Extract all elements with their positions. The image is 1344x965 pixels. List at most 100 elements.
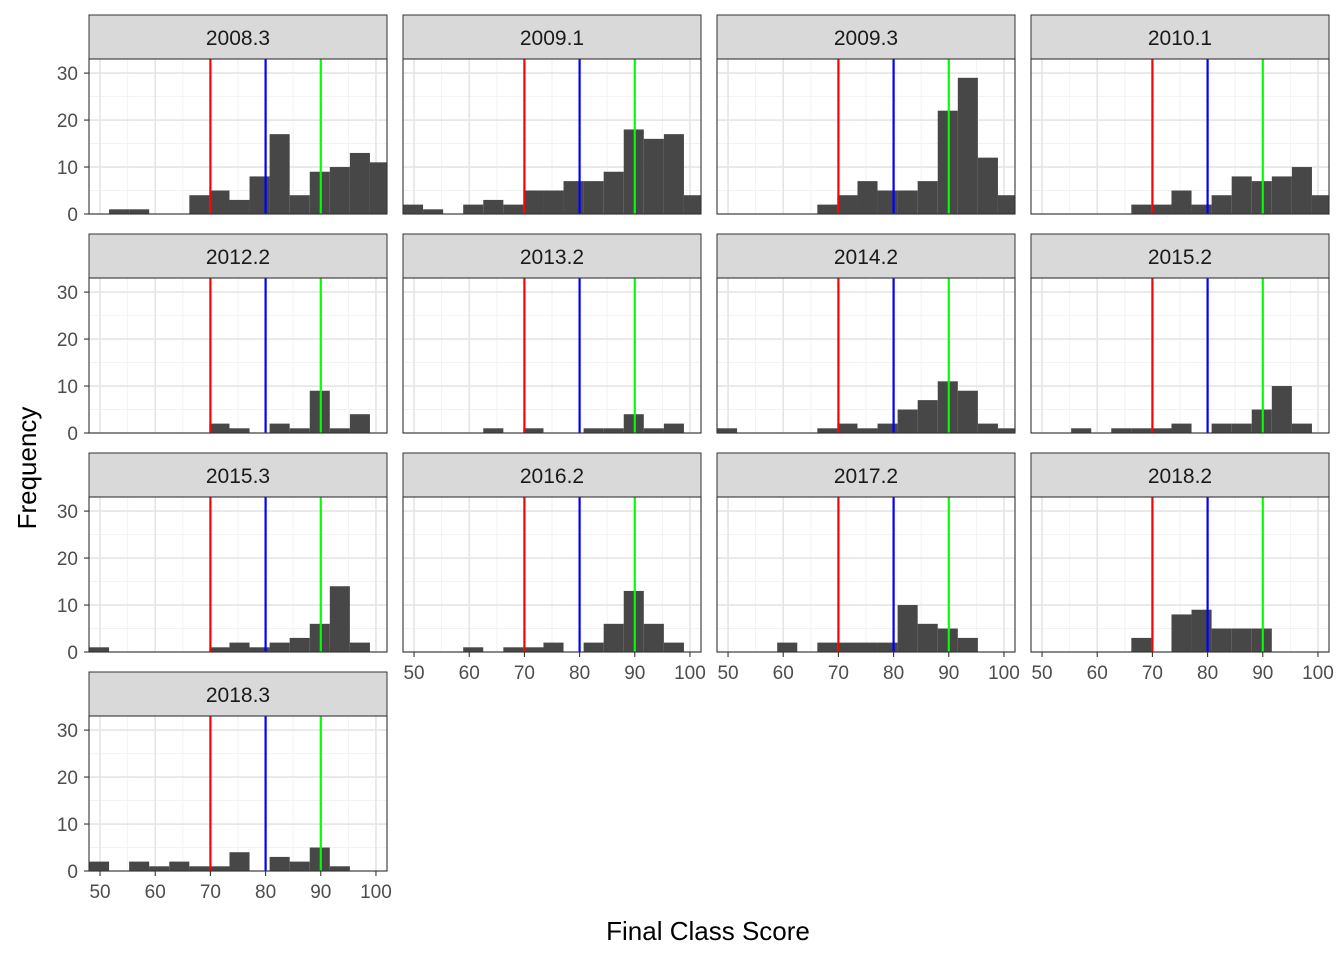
histogram-bar xyxy=(149,866,170,871)
x-tick-label: 90 xyxy=(1252,663,1273,684)
histogram-bar xyxy=(289,861,310,871)
facet-label: 2018.3 xyxy=(206,684,270,707)
histogram-bar xyxy=(643,623,664,652)
facet-label: 2017.2 xyxy=(834,465,898,488)
facet-panel-2017-2: 2017.2 50 60 70 80 90 100 xyxy=(716,452,1020,684)
histogram-bar xyxy=(1311,195,1329,214)
x-tick-label: 90 xyxy=(310,882,331,903)
panel-border xyxy=(402,277,702,434)
histogram-bar xyxy=(1171,190,1192,214)
histogram-bar xyxy=(503,204,524,214)
x-tick-label: 90 xyxy=(624,663,645,684)
histogram-bar xyxy=(1291,167,1312,214)
histogram-bar xyxy=(463,647,484,652)
histogram-bar xyxy=(543,642,564,652)
facet-label: 2018.2 xyxy=(1148,465,1212,488)
histogram-bar xyxy=(837,195,858,214)
histogram-bar xyxy=(189,866,210,871)
facet-label: 2012.2 xyxy=(206,246,270,269)
histogram-bar xyxy=(269,856,290,871)
histogram-bar xyxy=(463,204,484,214)
facet-panel-2009-1: 2009.1 xyxy=(402,14,702,215)
y-tick-label: 20 xyxy=(57,330,78,351)
histogram-bar xyxy=(169,861,190,871)
x-tick-label: 60 xyxy=(145,882,166,903)
facet-strip xyxy=(88,671,388,717)
facet-panel-2015-3: 2015.3 0 10 20 30 xyxy=(57,452,388,664)
y-tick-label: 10 xyxy=(57,377,78,398)
histogram-bar xyxy=(917,181,938,214)
histogram-bar xyxy=(837,423,858,433)
panel-border xyxy=(88,58,388,215)
histogram-bar xyxy=(1211,195,1232,214)
x-tick-label: 70 xyxy=(1142,663,1163,684)
facet-panel-2013-2: 2013.2 xyxy=(402,233,702,434)
histogram-bar xyxy=(897,190,918,214)
histogram-bar xyxy=(583,642,604,652)
histogram-bar xyxy=(1131,204,1152,214)
histogram-bar xyxy=(209,423,230,433)
x-tick-label: 80 xyxy=(569,663,590,684)
histogram-bar xyxy=(1231,176,1252,214)
panel-border xyxy=(1030,58,1330,215)
histogram-bar xyxy=(289,637,310,652)
histogram-bar xyxy=(1131,428,1152,433)
histogram-bar xyxy=(209,647,230,652)
histogram-bar xyxy=(109,209,130,214)
x-tick-label: 60 xyxy=(773,663,794,684)
panel-border xyxy=(88,496,388,653)
x-tick-label: 100 xyxy=(988,663,1020,684)
histogram-bar xyxy=(329,866,350,871)
histogram-bar xyxy=(603,428,624,433)
histogram-bar xyxy=(349,152,370,214)
facet-strip xyxy=(402,14,702,60)
histogram-bar xyxy=(957,77,978,215)
x-tick-label: 50 xyxy=(717,663,738,684)
y-tick-label: 30 xyxy=(57,721,78,742)
histogram-bar xyxy=(643,138,664,214)
panel-border xyxy=(402,496,702,653)
facet-strip xyxy=(716,452,1016,498)
facet-label: 2013.2 xyxy=(520,246,584,269)
facet-panel-2016-2: 2016.2 50 60 70 80 90 100 xyxy=(402,452,706,684)
histogram-bar xyxy=(877,642,898,652)
facet-label: 2015.3 xyxy=(206,465,270,488)
histogram-bar xyxy=(817,204,838,214)
x-tick-label: 70 xyxy=(828,663,849,684)
x-axis-title: Final Class Score xyxy=(606,916,810,946)
histogram-bar xyxy=(1191,204,1212,214)
histogram-bar xyxy=(209,866,230,871)
histogram-bar xyxy=(997,428,1015,433)
histogram-bar xyxy=(543,190,564,214)
histogram-bar xyxy=(229,199,250,214)
y-tick-label: 30 xyxy=(57,502,78,523)
histogram-bar xyxy=(877,423,898,433)
facet-panel-2018-2: 2018.2 50 60 70 80 90 100 xyxy=(1030,452,1334,684)
facet-label: 2014.2 xyxy=(834,246,898,269)
y-tick-label: 0 xyxy=(67,643,78,664)
x-tick-label: 60 xyxy=(459,663,480,684)
facet-strip xyxy=(1030,452,1330,498)
facet-label: 2009.1 xyxy=(520,27,584,50)
histogram-bar xyxy=(1151,428,1172,433)
histogram-bar xyxy=(1131,637,1152,652)
histogram-bar xyxy=(523,647,544,652)
x-tick-label: 80 xyxy=(1197,663,1218,684)
histogram-bar xyxy=(129,861,150,871)
histogram-bar xyxy=(403,204,424,214)
histogram-bar xyxy=(423,209,444,214)
x-tick-label: 100 xyxy=(674,663,706,684)
x-tick-label: 90 xyxy=(938,663,959,684)
facet-panel-2010-1: 2010.1 xyxy=(1030,14,1330,215)
facet-strip xyxy=(88,233,388,279)
x-tick-label: 100 xyxy=(360,882,392,903)
histogram-bar xyxy=(777,642,798,652)
facet-strip xyxy=(716,14,1016,60)
x-tick-label: 80 xyxy=(883,663,904,684)
facet-label: 2009.3 xyxy=(834,27,898,50)
histogram-bar xyxy=(663,423,684,433)
facet-panel-2014-2: 2014.2 xyxy=(716,233,1016,434)
histogram-bar xyxy=(583,428,604,433)
